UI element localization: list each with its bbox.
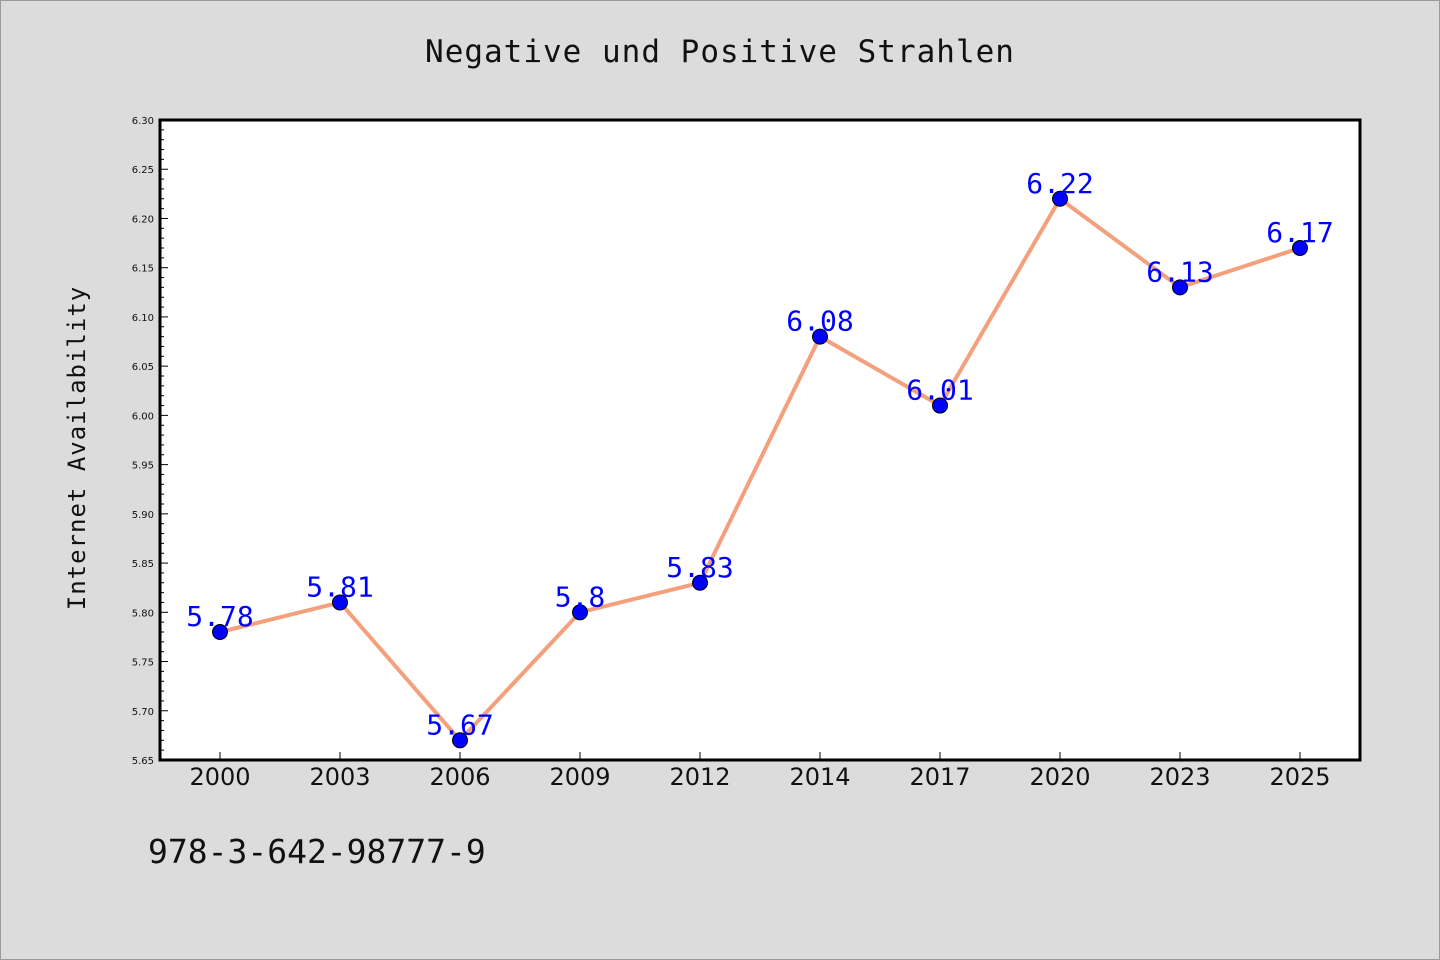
x-tick-label: 2012	[669, 763, 730, 791]
plot-area	[158, 118, 1362, 762]
x-tick-label: 2017	[909, 763, 970, 791]
data-label: 5.67	[426, 708, 493, 741]
y-tick-label: 5.65	[132, 756, 154, 767]
data-label: 6.08	[786, 305, 853, 338]
footer-code: 978-3-642-98777-9	[148, 832, 486, 871]
y-tick-label: 6.05	[132, 362, 154, 373]
y-axis-label: Internet Availability	[63, 286, 91, 610]
x-tick-label: 2009	[549, 763, 610, 791]
data-label: 6.13	[1146, 255, 1213, 288]
data-point	[332, 594, 348, 611]
data-label: 5.8	[555, 580, 606, 613]
data-label: 6.17	[1266, 216, 1333, 249]
x-tick-label: 2014	[789, 763, 850, 791]
data-point	[1052, 190, 1068, 207]
data-label: 5.81	[306, 570, 373, 603]
y-tick-label: 6.00	[132, 411, 154, 422]
x-tick-label: 2020	[1029, 763, 1090, 791]
data-point	[212, 624, 228, 640]
series-line	[219, 196, 1301, 743]
y-tick-label: 5.75	[132, 658, 154, 669]
data-label: 5.83	[666, 551, 733, 584]
data-point	[572, 604, 588, 621]
y-tick-label: 5.70	[132, 707, 154, 718]
x-tick-label: 2003	[309, 763, 370, 791]
x-axis-ticks: 2000 2003 2006 2009 2012 2014 2017 2020 2023 2025	[189, 752, 1331, 791]
y-tick-label: 6.25	[132, 165, 154, 176]
y-axis-ticks: 5.65 5.70 5.75 5.80 5.85 5.90 5.95 6.00 6.05 6.10…	[132, 116, 168, 767]
y-tick-label: 5.95	[132, 461, 154, 472]
y-tick-label: 5.90	[132, 510, 154, 521]
data-point	[932, 397, 948, 414]
data-point	[452, 732, 468, 749]
x-tick-label: 2006	[429, 763, 490, 791]
data-point	[1292, 240, 1308, 256]
y-tick-label: 6.10	[132, 313, 154, 324]
series-group: 5.78 5.81 5.67 5.8 5.83 6.08 6.01 6.22 6.13 6.17	[186, 167, 1334, 749]
x-tick-label: 2000	[189, 763, 250, 791]
y-tick-label: 6.30	[132, 116, 154, 127]
y-tick-label: 6.20	[132, 214, 154, 225]
data-point	[812, 328, 828, 345]
x-tick-label: 2023	[1149, 763, 1210, 791]
data-label: 6.01	[906, 374, 973, 407]
x-tick-label: 2025	[1269, 763, 1330, 791]
data-label: 6.22	[1026, 167, 1093, 200]
y-tick-label: 6.15	[132, 264, 154, 275]
y-tick-label: 5.80	[132, 608, 154, 619]
y-tick-label: 5.85	[132, 559, 154, 570]
data-label: 5.78	[186, 600, 253, 633]
data-point	[1172, 279, 1188, 296]
data-point	[692, 574, 708, 591]
chart-title: Negative und Positive Strahlen	[425, 34, 1015, 70]
